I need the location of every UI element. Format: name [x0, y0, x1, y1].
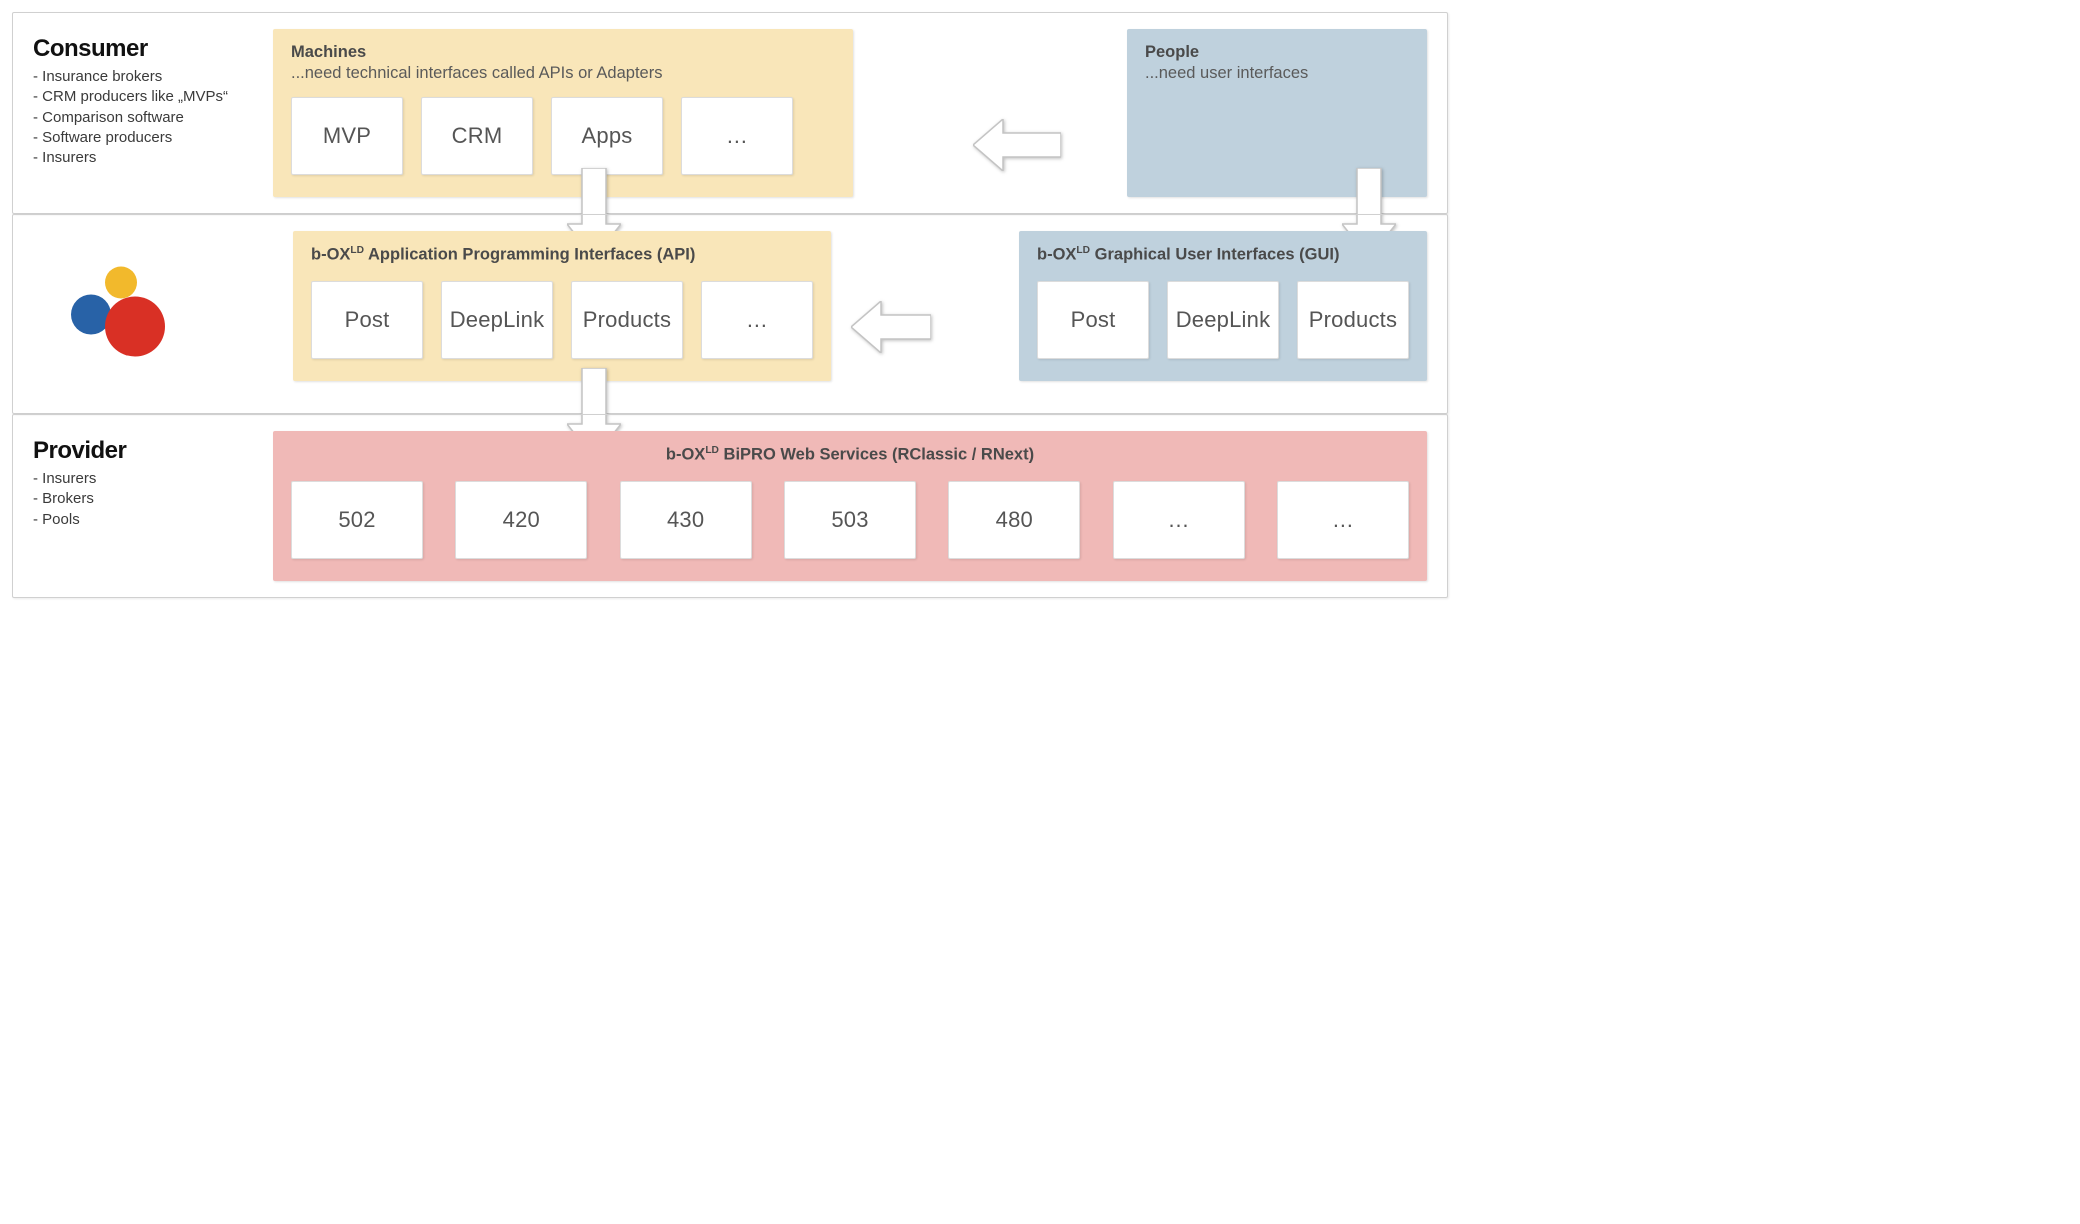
consumer-heading: Consumer [33, 35, 273, 63]
api-title-suffix: Application Programming Interfaces (API) [364, 246, 695, 264]
provider-panels: b-OXLD BiPRO Web Services (RClassic / RN… [273, 431, 1427, 581]
tile-503: 503 [784, 481, 916, 559]
machines-tiles: MVP CRM Apps … [291, 97, 835, 175]
gui-panel: b-OXLD Graphical User Interfaces (GUI) P… [1019, 231, 1427, 381]
gui-title-suffix: Graphical User Interfaces (GUI) [1090, 246, 1339, 264]
bullet: Insurers [33, 469, 273, 489]
provider-label: Provider Insurers Brokers Pools [33, 431, 273, 530]
bullet: Comparison software [33, 108, 273, 128]
consumer-bullets: Insurance brokers CRM producers like „MV… [33, 67, 273, 168]
tile-mvp: MVP [291, 97, 403, 175]
bullet: Pools [33, 510, 273, 530]
tile-apps: Apps [551, 97, 663, 175]
bullet: Brokers [33, 489, 273, 509]
api-panel: b-OXLD Application Programming Interface… [293, 231, 831, 381]
logo-icon [63, 257, 183, 372]
machines-title: Machines [291, 43, 835, 62]
services-tiles: 502 420 430 503 480 … … [291, 481, 1409, 559]
consumer-label: Consumer Insurance brokers CRM producers… [33, 29, 273, 168]
tile-480: 480 [948, 481, 1080, 559]
machines-panel: Machines ...need technical interfaces ca… [273, 29, 853, 197]
tile-420: 420 [455, 481, 587, 559]
api-tiles: Post DeepLink Products … [311, 281, 813, 359]
tile-crm: CRM [421, 97, 533, 175]
bullet: CRM producers like „MVPs“ [33, 87, 273, 107]
bullet: Insurance brokers [33, 67, 273, 87]
people-subtitle: ...need user interfaces [1145, 64, 1409, 83]
consumer-panels: Machines ...need technical interfaces ca… [273, 29, 1427, 197]
gui-tiles: Post DeepLink Products [1037, 281, 1409, 359]
tile-502: 502 [291, 481, 423, 559]
gui-title-sup: LD [1076, 245, 1090, 256]
tile-products: Products [1297, 281, 1409, 359]
services-title-suffix: BiPRO Web Services (RClassic / RNext) [719, 446, 1034, 464]
tile-deeplink: DeepLink [1167, 281, 1279, 359]
gui-title-prefix: b-OX [1037, 246, 1076, 264]
tile-more1: … [1113, 481, 1245, 559]
provider-bullets: Insurers Brokers Pools [33, 469, 273, 530]
tile-deeplink: DeepLink [441, 281, 553, 359]
api-title: b-OXLD Application Programming Interface… [311, 245, 813, 265]
middle-panels: b-OXLD Application Programming Interface… [293, 231, 1427, 381]
gui-title: b-OXLD Graphical User Interfaces (GUI) [1037, 245, 1409, 265]
tile-post: Post [1037, 281, 1149, 359]
middle-row: b-OXLD Application Programming Interface… [12, 214, 1448, 414]
tile-more2: … [1277, 481, 1409, 559]
services-title-prefix: b-OX [666, 446, 705, 464]
tile-more: … [701, 281, 813, 359]
people-panel: People ...need user interfaces [1127, 29, 1427, 197]
services-panel: b-OXLD BiPRO Web Services (RClassic / RN… [273, 431, 1427, 581]
tile-products: Products [571, 281, 683, 359]
tile-more: … [681, 97, 793, 175]
api-title-prefix: b-OX [311, 246, 350, 264]
machines-subtitle: ...need technical interfaces called APIs… [291, 64, 835, 83]
people-title: People [1145, 43, 1409, 62]
tile-post: Post [311, 281, 423, 359]
provider-row: Provider Insurers Brokers Pools b-OXLD B… [12, 414, 1448, 598]
services-title: b-OXLD BiPRO Web Services (RClassic / RN… [291, 445, 1409, 465]
provider-heading: Provider [33, 437, 273, 465]
tile-430: 430 [620, 481, 752, 559]
services-title-sup: LD [705, 445, 719, 456]
bullet: Software producers [33, 128, 273, 148]
bullet: Insurers [33, 148, 273, 168]
consumer-row: Consumer Insurance brokers CRM producers… [12, 12, 1448, 214]
api-title-sup: LD [350, 245, 364, 256]
